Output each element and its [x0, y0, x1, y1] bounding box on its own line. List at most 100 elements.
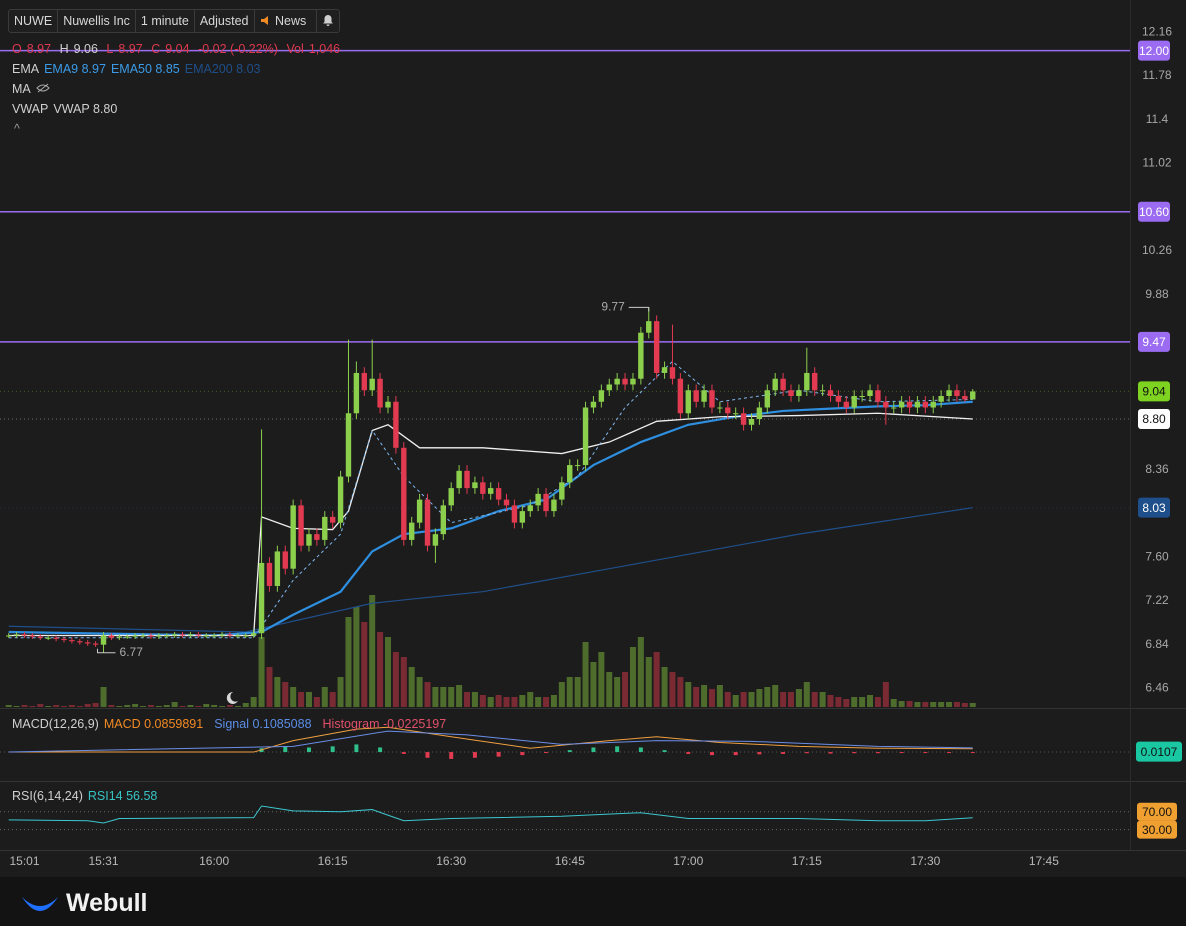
price-tag-label: 12.00: [1139, 44, 1169, 58]
volume-bar: [867, 695, 874, 707]
volume-bar: [740, 692, 747, 707]
candle-body: [203, 635, 209, 637]
candle-body: [574, 465, 581, 467]
candle-body: [780, 378, 786, 391]
candle-body: [219, 634, 225, 636]
y-tick-label: 11.78: [1142, 68, 1171, 82]
candle-body: [290, 505, 296, 569]
volume-bar: [558, 682, 565, 707]
histogram-bar: [425, 752, 430, 758]
candle-body: [796, 390, 802, 396]
candle-body: [337, 476, 344, 523]
candle-body: [77, 641, 83, 643]
price-tag: [1138, 40, 1170, 61]
change: -0.02 (-0.22%): [198, 42, 278, 56]
histogram-bar: [686, 752, 691, 754]
low-label: 6.77: [120, 645, 144, 659]
candle-body: [440, 505, 447, 535]
collapse-icon[interactable]: ^: [14, 122, 20, 136]
volume-bar: [914, 702, 921, 707]
volume-bar: [155, 706, 162, 707]
signal-line: [8, 730, 973, 753]
volume-bar: [543, 697, 550, 707]
volume-bar: [290, 687, 297, 707]
news[interactable]: News: [274, 14, 307, 28]
volume-bar: [661, 667, 668, 707]
candle-body: [559, 482, 565, 500]
candle-body: [306, 534, 312, 546]
volume-bar: [361, 622, 368, 707]
candle-body: [13, 634, 20, 636]
label: L: [106, 42, 114, 56]
candle-body: [274, 551, 281, 586]
histogram-bar: [591, 747, 596, 753]
volume-bar: [400, 657, 407, 707]
volume-bar: [29, 706, 36, 707]
candle-body: [954, 390, 960, 396]
candle-body: [488, 488, 494, 494]
marker-tag: [1138, 381, 1170, 402]
x-tick-label: 15:31: [89, 854, 119, 868]
volume-bar: [234, 706, 241, 707]
y-tick-label: 6.46: [1145, 681, 1169, 695]
company[interactable]: Nuwellis Inc: [58, 10, 136, 32]
candle-body: [385, 401, 391, 408]
histogram-bar: [520, 752, 525, 756]
price-tag-label: 10.60: [1139, 205, 1169, 219]
volume-bar: [440, 687, 447, 707]
symbol[interactable]: NUWE: [9, 10, 59, 32]
candle-body: [835, 395, 842, 402]
x-tick-label: 16:30: [436, 854, 466, 868]
volume-bar: [171, 702, 178, 707]
volume-bar: [898, 701, 905, 707]
ema-row: EMA EMA9 8.97 EMA50 8.85 EMA200 8.03: [12, 62, 265, 76]
volume-bar: [922, 702, 929, 707]
candle-body: [503, 499, 510, 506]
candle-body: [669, 367, 676, 379]
candle-body: [100, 635, 107, 645]
interval[interactable]: 1 minute: [136, 10, 195, 32]
candle-body: [622, 378, 628, 385]
candle-body: [416, 499, 423, 523]
volume-bar: [179, 706, 186, 707]
volume-bar: [772, 685, 779, 707]
candle-body: [21, 634, 28, 636]
label: H: [59, 42, 69, 56]
high-label: 9.77: [601, 300, 625, 314]
value: 9.04: [165, 42, 190, 56]
volume-bar: [353, 607, 360, 707]
candle-body: [535, 493, 541, 506]
volume-bar: [511, 697, 518, 707]
histogram-bar: [970, 752, 975, 754]
candle-body: [266, 562, 273, 586]
volume-bar: [282, 682, 289, 707]
histogram-bar: [567, 750, 572, 753]
x-tick-label: 16:45: [555, 854, 585, 868]
vwap: VWAP 8.80: [53, 102, 118, 116]
volume-bar: [851, 697, 858, 707]
y-tick-label: 11.4: [1146, 112, 1169, 126]
adjust[interactable]: Adjusted: [195, 10, 255, 32]
macd-row: MACD(12,26,9) MACD 0.0859891 Signal 0.1085…: [12, 717, 451, 731]
volume-bar: [424, 682, 431, 707]
candle-body: [329, 516, 336, 523]
candle-body: [322, 516, 328, 540]
volume-bar: [250, 697, 257, 707]
candle-body: [709, 390, 715, 408]
volume-bar: [598, 652, 605, 707]
signal: Signal 0.1085088: [214, 717, 312, 731]
candle-body: [298, 505, 304, 546]
volume-bar: [716, 685, 723, 707]
volume-bar: [582, 642, 589, 707]
news-button[interactable]: News: [255, 10, 318, 32]
candle-body: [827, 390, 834, 396]
alert-button[interactable]: [317, 10, 339, 32]
candle-body: [677, 378, 684, 414]
volume-bar: [756, 689, 763, 707]
volume-bar: [321, 687, 328, 707]
candle-body: [567, 465, 573, 483]
candle-body: [92, 643, 99, 645]
volume-bar: [147, 705, 154, 707]
hidden-icon[interactable]: [36, 83, 50, 93]
